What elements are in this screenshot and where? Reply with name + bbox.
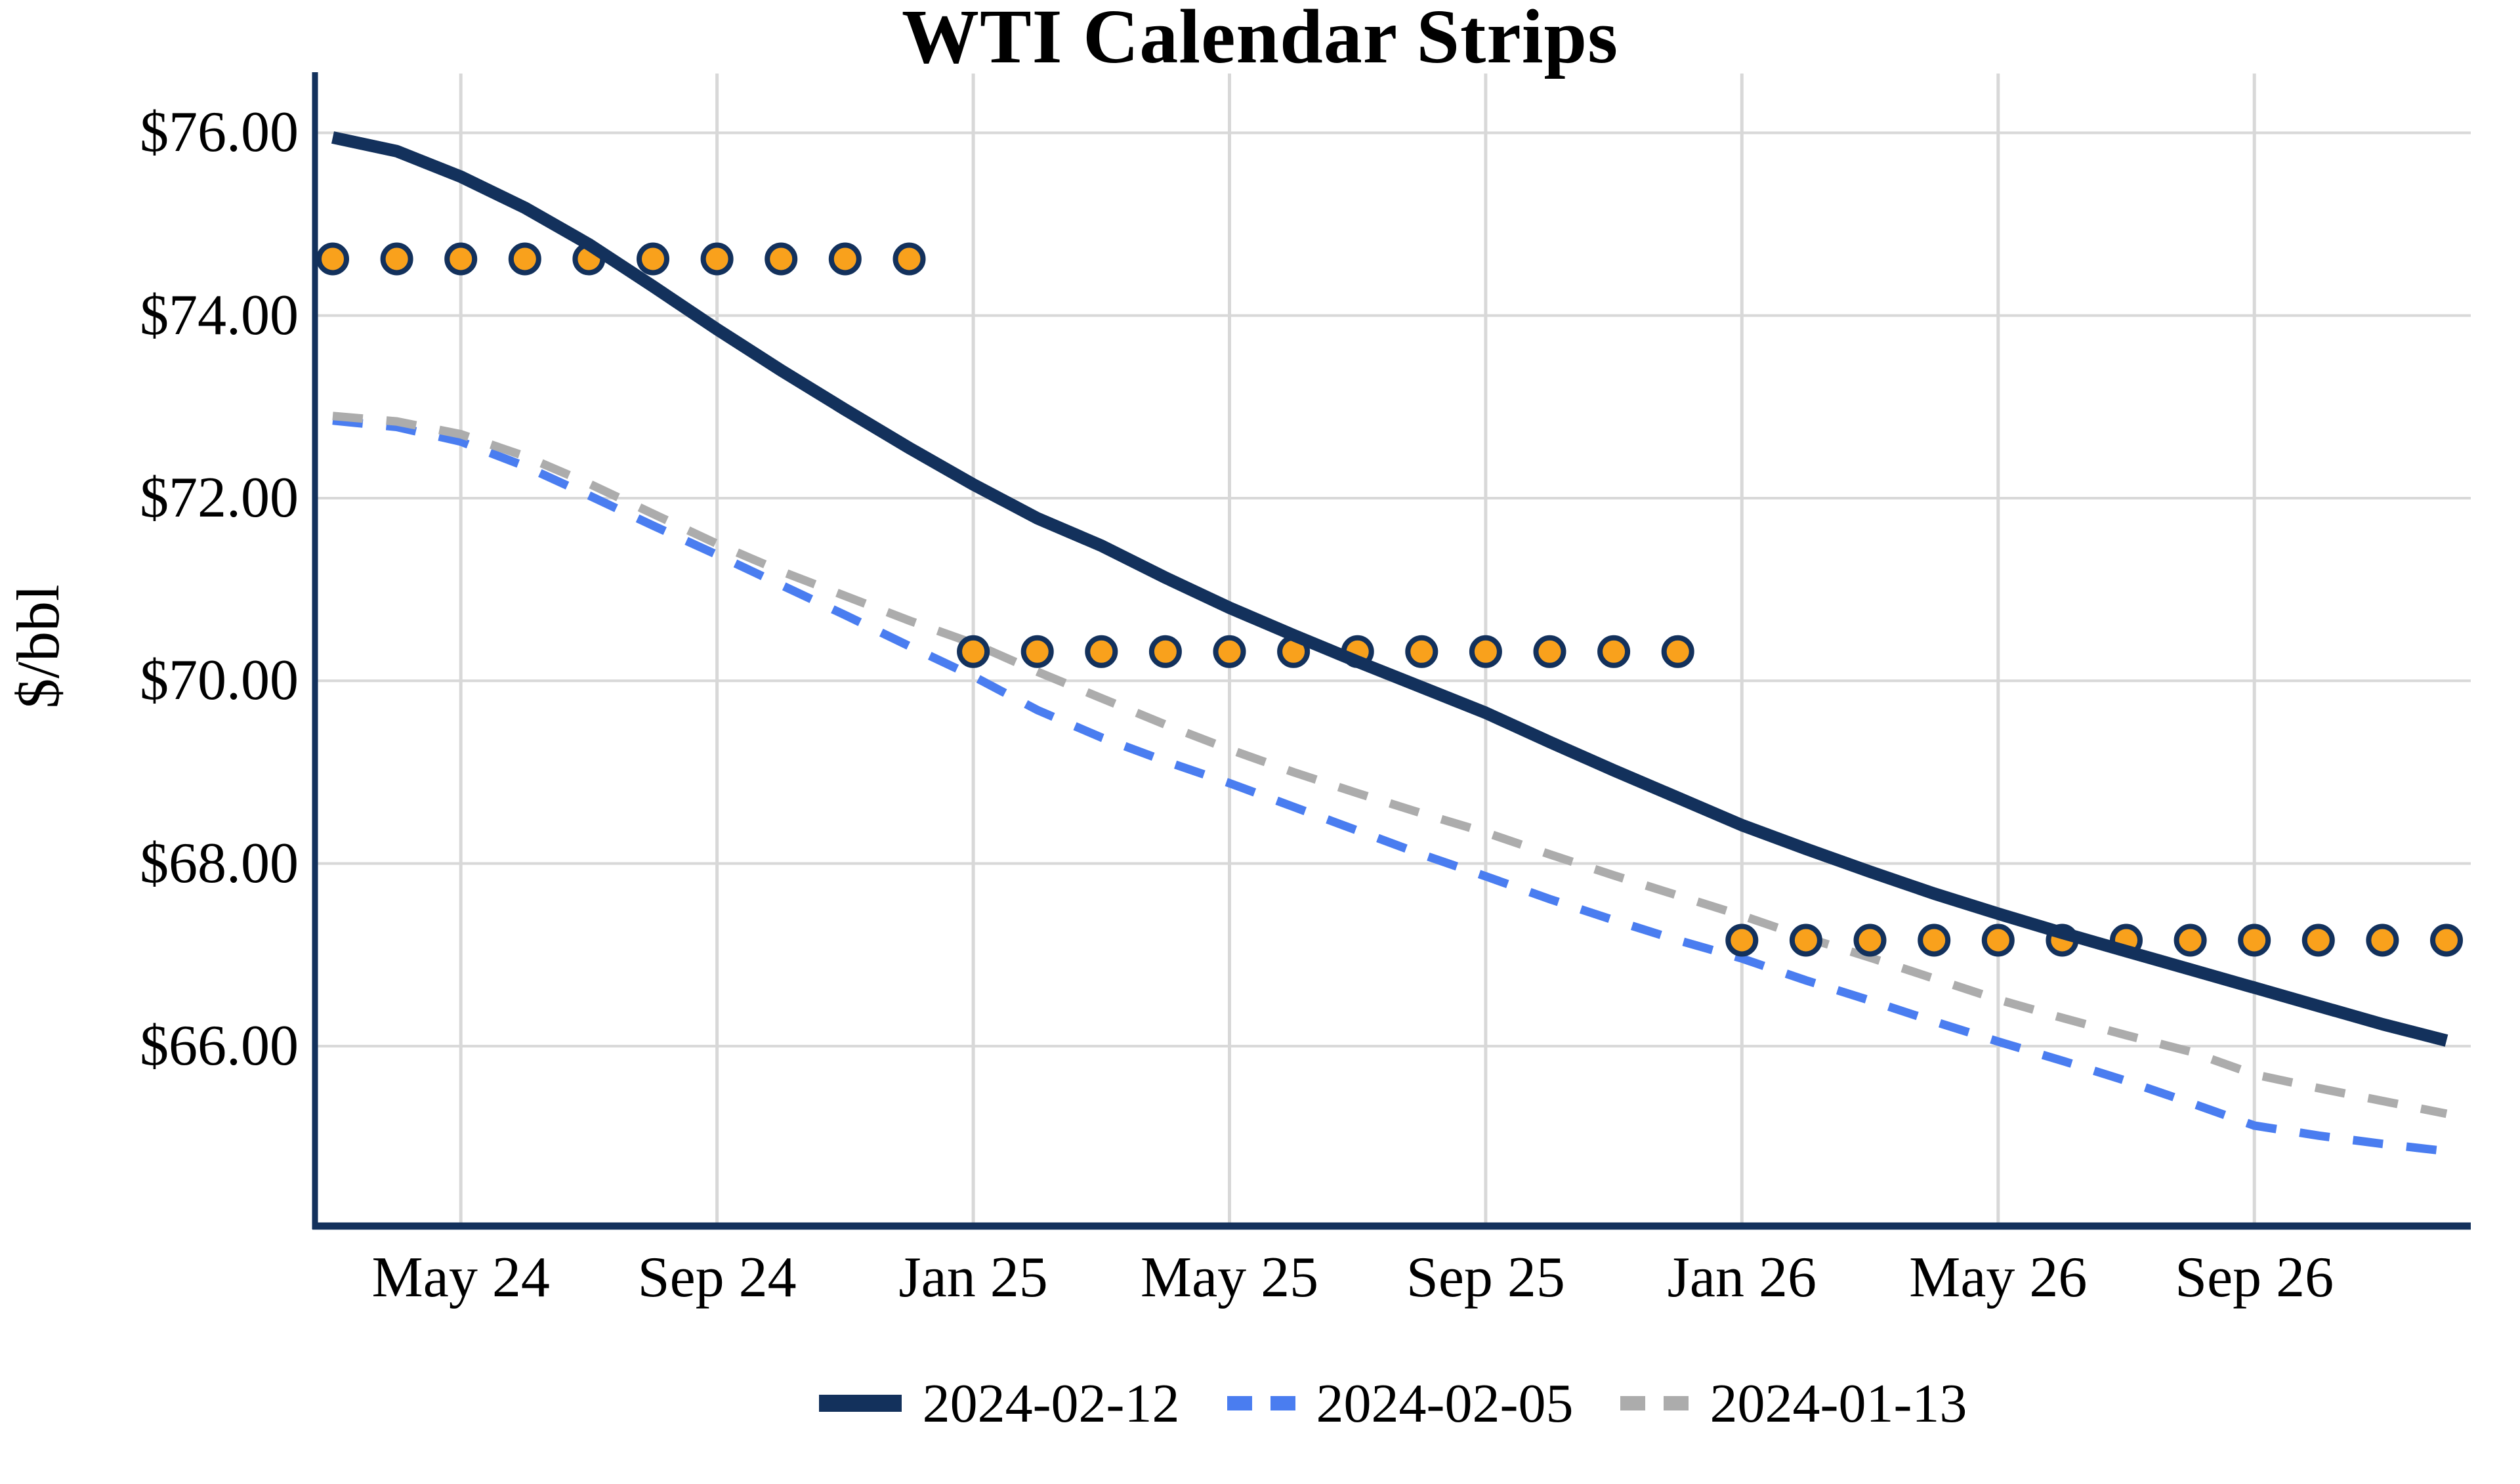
y-tick-label: $74.00: [140, 283, 299, 347]
strip-marker-dot-icon: [828, 242, 862, 276]
solid-line-swatch-icon: [818, 1395, 902, 1412]
gray-dashed-line-swatch-icon: [1620, 1396, 1689, 1410]
strip-marker-dot-icon: [2366, 923, 2399, 957]
strip-marker-dot-icon: [316, 242, 349, 276]
strip-marker-dot-icon: [1661, 635, 1694, 668]
strip-marker-dot-icon: [1020, 635, 1054, 668]
strip-marker-dot-icon: [444, 242, 478, 276]
chart-title: WTI Calendar Strips: [901, 0, 1619, 79]
x-tick-label: Sep 26: [2175, 1246, 2334, 1309]
series-2024-02-05-line: [332, 416, 2447, 1156]
strip-marker-dot-icon: [1085, 635, 1118, 668]
legend-item-2024-02-05: 2024-02-05: [1227, 1372, 1574, 1435]
strip-marker-dot-icon: [765, 242, 798, 276]
axis-spines: [312, 72, 2471, 1230]
strip-marker-dot-icon: [508, 242, 541, 276]
strip-marker-dot-icon: [2430, 923, 2463, 957]
strip-marker-dot-icon: [700, 242, 734, 276]
strip-marker-dot-icon: [2238, 923, 2271, 957]
legend: 2024-02-12 2024-02-05 2024-01-13: [315, 1364, 2471, 1443]
strip-marker-dot-icon: [2301, 923, 2335, 957]
x-tick-label: Jan 26: [1667, 1246, 1816, 1309]
strip-marker-dot-icon: [1148, 635, 1182, 668]
series-2024-02-12-line: [331, 131, 2448, 1047]
blue-dashed-line-swatch-icon: [1227, 1396, 1295, 1410]
x-tick-label: Jan 25: [898, 1246, 1048, 1309]
strip-marker-dot-icon: [1469, 635, 1502, 668]
legend-label-2024-01-13: 2024-01-13: [1710, 1372, 1967, 1434]
strip-marker-dot-icon: [1405, 635, 1438, 668]
strip-marker-dot-icon: [892, 242, 926, 276]
strip-marker-dot-icon: [2174, 923, 2207, 957]
strip-marker-dot-icon: [1533, 635, 1566, 668]
y-tick-label: $76.00: [140, 100, 299, 165]
y-tick-label: $70.00: [140, 648, 299, 713]
y-tick-label: $68.00: [140, 831, 299, 895]
strip-marker-dot-icon: [1597, 635, 1631, 668]
strip-marker-dot-icon: [1213, 635, 1246, 668]
gridlines: [318, 74, 2471, 1223]
y-tick-label: $66.00: [140, 1013, 299, 1078]
strip-marker-dot-icon: [1725, 923, 1759, 957]
strip-marker-dot-icon: [1918, 923, 1951, 957]
legend-label-2024-02-12: 2024-02-12: [922, 1372, 1180, 1434]
legend-label-2024-02-05: 2024-02-05: [1316, 1372, 1574, 1434]
strip-marker-dot-icon: [380, 242, 413, 276]
x-tick-label: May 26: [1909, 1246, 2088, 1309]
strip-marker-dot-icon: [637, 242, 669, 276]
strip-marker-dot-icon: [1853, 923, 1887, 957]
calendar-strip-markers: [316, 242, 2463, 957]
strip-marker-dot-icon: [1789, 923, 1822, 957]
strip-marker-dot-icon: [957, 635, 990, 668]
legend-item-2024-01-13: 2024-01-13: [1620, 1372, 1967, 1435]
x-tick-label: Sep 24: [637, 1246, 797, 1309]
strip-marker-dot-icon: [1981, 923, 2015, 957]
x-tick-label: Sep 25: [1406, 1246, 1565, 1309]
x-tick-label: May 24: [371, 1246, 550, 1309]
y-tick-label: $72.00: [140, 466, 299, 530]
legend-item-2024-02-12: 2024-02-12: [818, 1372, 1180, 1435]
x-tick-label: May 25: [1140, 1246, 1319, 1309]
